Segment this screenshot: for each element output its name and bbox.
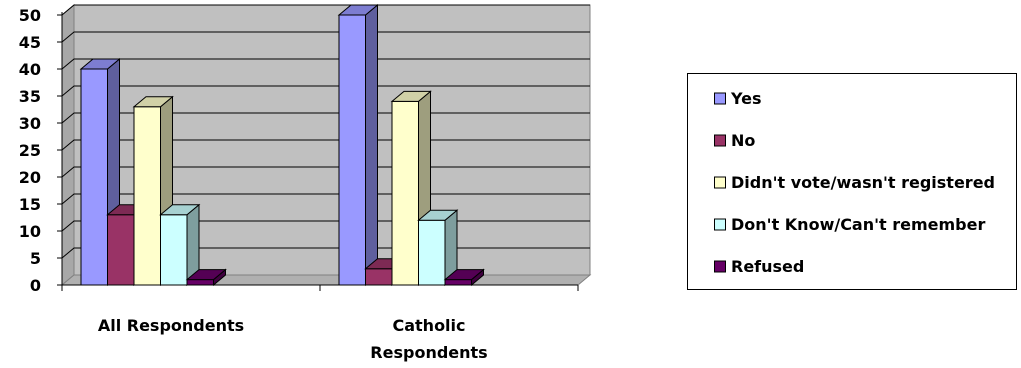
y-tick-label: 40 xyxy=(19,60,41,79)
y-tick-label: 15 xyxy=(19,195,41,214)
gridline xyxy=(61,85,590,97)
bar xyxy=(417,209,459,287)
y-tick-label: 50 xyxy=(19,6,41,25)
x-tick-label: Catholic xyxy=(392,316,465,335)
bar-top xyxy=(132,96,174,108)
legend-label: Yes xyxy=(730,89,762,108)
x-tick-label: Respondents xyxy=(370,343,487,362)
bar xyxy=(185,268,227,287)
bar-front xyxy=(338,14,366,286)
legend-swatch xyxy=(714,218,726,231)
y-tick-label: 25 xyxy=(19,141,41,160)
legend-swatch xyxy=(714,134,726,147)
x-tick-label: All Respondents xyxy=(98,316,244,335)
gridline xyxy=(61,4,590,16)
bar-front xyxy=(418,219,446,286)
bar xyxy=(337,3,379,287)
y-tick-label: 20 xyxy=(19,168,41,187)
bar-top xyxy=(185,269,227,281)
bar-front xyxy=(107,214,135,286)
y-tick-label: 0 xyxy=(30,276,41,295)
bar-front xyxy=(365,268,393,286)
bar-front xyxy=(80,68,108,286)
y-tick-label: 45 xyxy=(19,33,41,52)
legend-label: Didn't vote/wasn't registered xyxy=(731,173,995,192)
bar-front xyxy=(186,279,214,286)
bar-front xyxy=(160,214,188,286)
bar-top xyxy=(159,204,201,216)
legend-swatch xyxy=(714,92,726,105)
legend-label: Refused xyxy=(731,257,804,276)
legend-label: Don't Know/Can't remember xyxy=(731,215,985,234)
bar xyxy=(443,268,485,287)
gridline xyxy=(61,31,590,43)
legend-box xyxy=(687,73,1017,290)
legend: Yes No Didn't vote/wasn't registered Don't … xyxy=(687,73,1017,290)
legend-swatch xyxy=(714,176,726,189)
bar-top xyxy=(337,4,379,16)
legend-swatch xyxy=(714,260,726,273)
y-tick-label: 10 xyxy=(19,222,41,241)
axes: 0 5 10 15 20 25 30 35 40 45 50 All Respondents Catho… xyxy=(19,6,579,362)
bar-front xyxy=(133,106,161,286)
bar xyxy=(159,203,201,287)
gridline xyxy=(61,58,590,70)
legend-label: No xyxy=(731,131,755,150)
bar-top xyxy=(390,90,432,102)
bar-top xyxy=(443,269,485,281)
bar-front xyxy=(444,279,472,286)
bar-top xyxy=(79,58,121,70)
y-tick-label: 5 xyxy=(30,249,41,268)
bars xyxy=(79,3,485,287)
bar-side xyxy=(365,3,378,287)
y-tick-label: 30 xyxy=(19,114,41,133)
bar-top xyxy=(417,209,459,221)
bar-front xyxy=(391,100,419,286)
y-tick-label: 35 xyxy=(19,87,41,106)
